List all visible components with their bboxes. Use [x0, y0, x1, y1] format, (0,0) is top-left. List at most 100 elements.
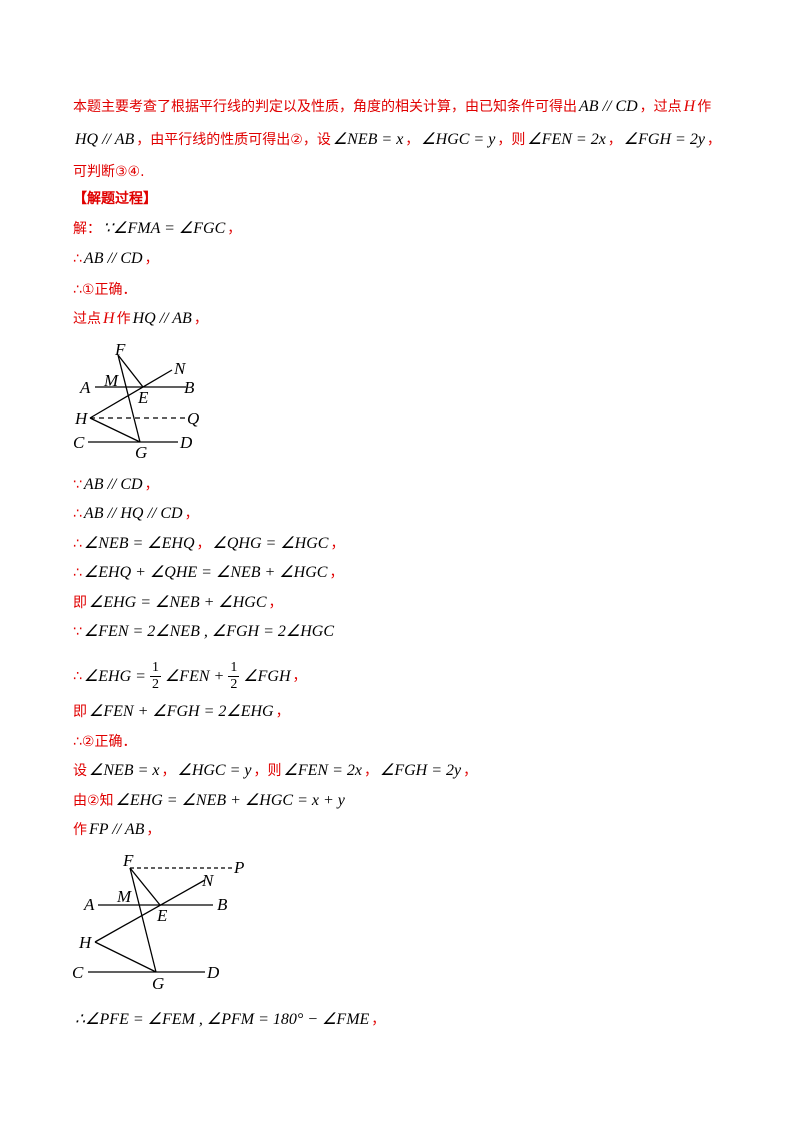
- math: ∠FEN = 2x: [283, 762, 362, 779]
- math: ∴∠PFE = ∠FEM , ∠PFM = 180° − ∠FME: [75, 1011, 370, 1028]
- math: ∠EHG =: [83, 667, 146, 685]
- math: ∠EHG = ∠NEB + ∠HGC = x + y: [115, 792, 345, 809]
- line: 解： ∵∠FMA = ∠FGC，: [73, 219, 241, 239]
- math: ∠FEN = 2x: [527, 131, 606, 148]
- math: ∵∠FMA = ∠FGC: [103, 220, 226, 237]
- heading: 【解题过程】: [73, 191, 157, 207]
- math: ∠FGH = 2y: [623, 131, 705, 148]
- label: H: [74, 409, 89, 428]
- math: ∠NEB = x: [89, 762, 160, 779]
- math: ∠FEN +: [164, 667, 225, 685]
- text: ，: [371, 1012, 386, 1028]
- line: ∴ AB // HQ // CD，: [73, 504, 199, 524]
- text: ，: [193, 311, 208, 327]
- label: Q: [187, 409, 199, 428]
- text: 即: [73, 704, 87, 720]
- label: F: [114, 340, 126, 359]
- denominator: 2: [151, 677, 159, 692]
- line-fe: [129, 867, 161, 906]
- math: ∠HGC = y: [177, 762, 252, 779]
- math: FP // AB: [89, 821, 145, 838]
- label: F: [122, 851, 134, 870]
- text: ，: [405, 132, 420, 148]
- figure-1: F N M A E B H Q C G D: [73, 340, 199, 462]
- text: ，则: [497, 132, 526, 148]
- line-fg: [129, 867, 157, 973]
- text: 作: [116, 311, 131, 327]
- line: 本题主要考查了根据平行线的判定以及性质，角度的相关计算，由已知条件可得出 AB /…: [73, 97, 711, 117]
- text: ∴②正确．: [73, 734, 137, 750]
- text: ，: [330, 536, 345, 552]
- text: 由②知: [73, 793, 114, 809]
- text: ，: [146, 822, 161, 838]
- line-fe: [117, 354, 144, 388]
- figure-2: F P N M A E B H C G D: [72, 851, 244, 993]
- math: ∠FEN = 2∠NEB , ∠FGH = 2∠HGC: [83, 623, 334, 640]
- line: ∴①正确．: [73, 280, 136, 300]
- label: D: [206, 963, 220, 982]
- text: ，: [184, 506, 199, 522]
- text: ∴: [73, 251, 82, 267]
- line-hg: [89, 417, 141, 443]
- math: H: [683, 98, 696, 115]
- text: 即: [73, 595, 87, 611]
- label: M: [116, 887, 132, 906]
- numerator: 1: [149, 660, 161, 677]
- text: ∵: [73, 477, 82, 493]
- text: ，: [227, 221, 242, 237]
- label: N: [201, 871, 215, 890]
- text: 解：: [73, 221, 101, 237]
- math: AB // CD: [83, 476, 143, 493]
- text: ，: [463, 763, 478, 779]
- math: ∠QHG = ∠HGC: [212, 535, 329, 552]
- math: AB // CD: [83, 250, 143, 267]
- text: 设: [73, 763, 87, 779]
- line: ∴ ∠EHQ + ∠QHE = ∠NEB + ∠HGC，: [73, 563, 343, 583]
- text: 作: [73, 822, 87, 838]
- math: ∠NEB = ∠EHQ: [83, 535, 195, 552]
- math: ∠NEB = x: [332, 131, 404, 148]
- text: ，由平行线的性质可得出②，设: [136, 132, 331, 148]
- math: ∠FEN + ∠FGH = 2∠EHG: [89, 703, 274, 720]
- label: H: [78, 933, 93, 952]
- line: ∴ ∠NEB = ∠EHQ， ∠QHG = ∠HGC，: [73, 534, 344, 554]
- line: 即 ∠EHG = ∠NEB + ∠HGC，: [73, 593, 283, 613]
- line-fg: [117, 354, 141, 443]
- math: HQ // AB: [75, 131, 135, 148]
- line: ∴ AB // CD，: [73, 249, 159, 269]
- text: ，: [196, 536, 211, 552]
- label: P: [233, 858, 244, 877]
- line: ∴②正确．: [73, 732, 136, 752]
- text: ，则: [253, 763, 282, 779]
- text: ，: [607, 132, 622, 148]
- text: ∵: [73, 624, 82, 640]
- text: ，: [292, 668, 307, 685]
- label: M: [103, 371, 119, 390]
- line: 即 ∠FEN + ∠FGH = 2∠EHG，: [73, 702, 290, 722]
- math: ∠HGC = y: [421, 131, 496, 148]
- text: ，: [161, 763, 176, 779]
- label: D: [179, 433, 193, 452]
- text: ，: [363, 763, 378, 779]
- text: ∴: [73, 506, 82, 522]
- label: E: [137, 388, 149, 407]
- math: H: [103, 310, 115, 327]
- label: B: [184, 378, 195, 397]
- line: 可判断③④.: [73, 162, 145, 182]
- text: 过点: [73, 311, 101, 327]
- line: 由②知 ∠EHG = ∠NEB + ∠HGC = x + y: [73, 791, 347, 811]
- line: ∵ ∠FEN = 2∠NEB , ∠FGH = 2∠HGC: [73, 622, 336, 642]
- math: ∠FGH: [243, 667, 291, 685]
- text: ∴: [73, 536, 82, 552]
- text: ∴: [73, 668, 82, 685]
- line: ∴ ∠EHG = 1 2 ∠FEN +1 2 ∠FGH，: [73, 660, 307, 693]
- label: N: [173, 359, 187, 378]
- label: B: [217, 895, 228, 914]
- line: ∵ AB // CD，: [73, 475, 159, 495]
- text: ，过点: [639, 99, 682, 115]
- text: ，: [329, 565, 344, 581]
